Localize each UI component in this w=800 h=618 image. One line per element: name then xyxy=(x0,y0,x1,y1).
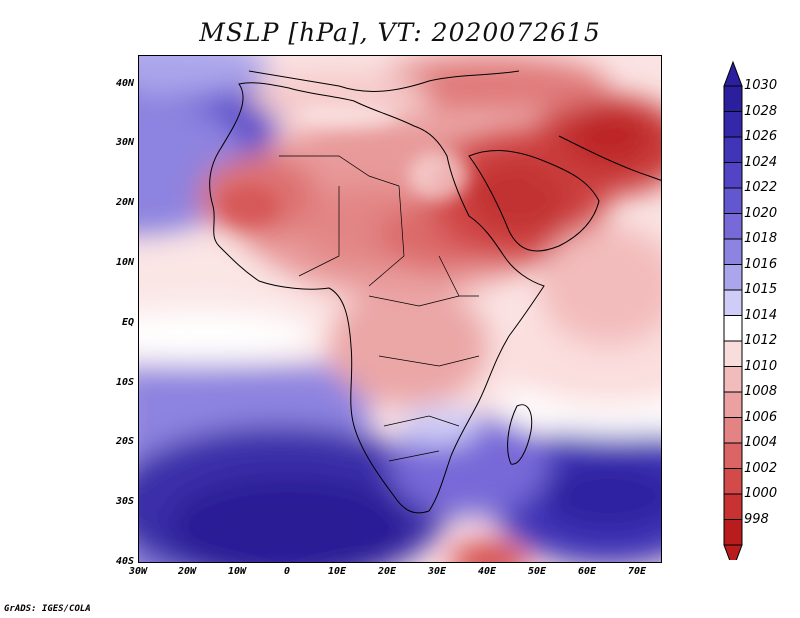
colorbar-swatch xyxy=(723,340,743,367)
colorbar-swatch xyxy=(723,213,743,240)
lon-label-60e: 60E xyxy=(577,566,597,577)
colorbar-label: 1006 xyxy=(744,409,778,425)
lon-label-70e: 70E xyxy=(627,566,647,577)
colorbar-label: 1010 xyxy=(744,358,778,374)
colorbar-swatch xyxy=(723,264,743,291)
colorbar-label: 1016 xyxy=(744,256,778,272)
colorbar-swatch xyxy=(723,442,743,469)
map-title: MSLP [hPa], VT: 2020072615 xyxy=(199,18,601,47)
colorbar-label: 1004 xyxy=(744,435,778,450)
lon-label-10e: 10E xyxy=(327,566,347,577)
colorbar-swatch xyxy=(723,162,743,189)
colorbar-label: 998 xyxy=(744,511,769,527)
lon-label-30w: 30W xyxy=(128,566,148,577)
colorbar-swatch xyxy=(723,315,743,342)
colorbar-swatch xyxy=(723,111,743,138)
colorbar-label: 1015 xyxy=(744,282,778,297)
colorbar-label: 1000 xyxy=(744,486,778,501)
colorbar-top-arrow xyxy=(723,60,743,87)
colorbar-swatch xyxy=(723,289,743,316)
lat-label-40s: 40S xyxy=(115,556,134,567)
lon-label-0: 0 xyxy=(283,566,291,577)
lon-label-20w: 20W xyxy=(177,566,197,577)
colorbar-swatch xyxy=(723,493,743,520)
colorbar-label: 1028 xyxy=(744,103,778,119)
colorbar-swatch xyxy=(723,391,743,418)
colorbar-label: 1012 xyxy=(744,333,778,348)
colorbar-swatch xyxy=(723,468,743,495)
lat-label-20n: 20N xyxy=(115,197,134,208)
colorbar-label: 1030 xyxy=(744,78,778,93)
colorbar-label: 1018 xyxy=(744,231,778,246)
mslp-field xyxy=(139,56,661,562)
colorbar-label: 1008 xyxy=(744,384,778,399)
pressure-map xyxy=(138,55,662,563)
colorbar-swatch xyxy=(723,238,743,265)
colorbar-swatch xyxy=(723,187,743,214)
lat-label-eq: EQ xyxy=(121,317,134,328)
lon-label-10w: 10W xyxy=(227,566,247,577)
colorbar-swatch xyxy=(723,136,743,163)
lat-label-40n: 40N xyxy=(115,78,134,89)
colorbar xyxy=(723,60,743,560)
colorbar-label: 1014 xyxy=(744,307,778,323)
lon-label-30e: 30E xyxy=(427,566,447,577)
credit-text: GrADS: IGES/COLA xyxy=(4,604,91,614)
colorbar-label: 1002 xyxy=(744,460,778,476)
colorbar-swatch xyxy=(723,366,743,393)
lat-label-20s: 20S xyxy=(115,436,134,447)
lat-label-10n: 10N xyxy=(115,257,134,268)
coastlines xyxy=(209,70,661,514)
colorbar-label: 1020 xyxy=(744,205,778,221)
lat-label-10s: 10S xyxy=(115,377,134,388)
colorbar-swatch xyxy=(723,519,743,546)
lat-label-30s: 30S xyxy=(115,496,134,507)
colorbar-swatch xyxy=(723,417,743,444)
lat-label-30n: 30N xyxy=(115,137,134,148)
colorbar-label: 1022 xyxy=(744,180,778,195)
lon-label-50e: 50E xyxy=(527,566,547,577)
lon-label-40e: 40E xyxy=(477,566,497,577)
lon-label-20e: 20E xyxy=(377,566,397,577)
colorbar-label: 1024 xyxy=(744,154,778,170)
colorbar-swatch xyxy=(723,85,743,112)
colorbar-label: 1026 xyxy=(744,129,778,144)
colorbar-bottom-arrow xyxy=(723,544,743,560)
